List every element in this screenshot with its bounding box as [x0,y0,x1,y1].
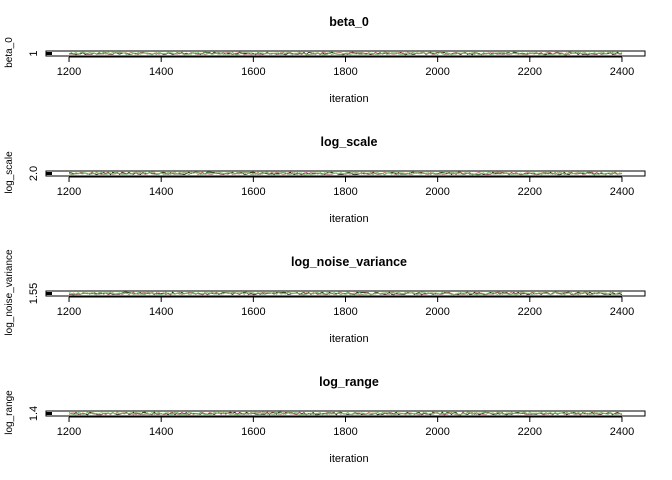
x-tick-label: 1800 [333,186,357,198]
x-tick-label: 1400 [149,186,173,198]
x-tick-label: 1600 [241,306,265,318]
x-tick-label: 2200 [518,186,542,198]
x-tick-label: 1400 [149,66,173,78]
x-axis-label: iteration [329,213,368,225]
panel-title: beta_0 [329,15,369,29]
x-tick-label: 1600 [241,426,265,438]
x-tick-label: 2200 [518,306,542,318]
x-tick-label: 2200 [518,426,542,438]
x-tick-label: 2400 [610,186,634,198]
x-tick-label: 1200 [57,306,81,318]
panel-title: log_range [319,375,379,389]
x-axis-label: iteration [329,453,368,465]
chain-trace-line-3 [68,411,623,416]
y-tick-label: 1 [28,50,40,56]
chain-trace-line-3 [68,291,623,296]
y-axis-label: log_noise_variance [4,249,15,336]
x-tick-label: 1400 [149,426,173,438]
x-tick-label: 2400 [610,306,634,318]
x-tick-label: 2200 [518,66,542,78]
x-tick-label: 2000 [425,306,449,318]
trace-panel-log-range: log_range 1200 1400 1600 1800 2000 2200 2400 ite… [4,375,646,465]
y-tick-label: 2.0 [28,166,40,181]
y-axis-label: log_range [4,390,15,435]
trace-panel-beta-0: beta_0 1200 1400 1600 1800 2000 2200 2400 iterat… [4,15,646,105]
y-axis-label: log_scale [4,151,15,194]
x-tick-label: 2000 [425,426,449,438]
x-tick-label: 1200 [57,66,81,78]
x-tick-label: 1800 [333,66,357,78]
x-tick-label: 1800 [333,306,357,318]
x-tick-label: 1600 [241,186,265,198]
x-tick-label: 2400 [610,66,634,78]
panel-title: log_noise_variance [291,255,407,269]
trace-panel-log-scale: log_scale 1200 1400 1600 1800 2000 2200 2400 ite… [4,135,646,225]
x-tick-label: 1200 [57,186,81,198]
x-tick-label: 2000 [425,186,449,198]
trace-panel-log-noise-variance: log_noise_variance 1200 1400 1600 1800 2000 22… [4,249,646,345]
x-tick-label: 1600 [241,66,265,78]
panel-title: log_scale [321,135,378,149]
x-tick-label: 1400 [149,306,173,318]
x-axis-label: iteration [329,333,368,345]
y-axis-label: beta_0 [4,37,15,68]
x-tick-label: 2400 [610,426,634,438]
x-tick-label: 1200 [57,426,81,438]
y-tick-label: 1.4 [28,406,40,421]
x-axis-label: iteration [329,93,368,105]
chain-trace-line-3 [68,51,623,56]
x-tick-label: 1800 [333,426,357,438]
chain-trace-line-3 [68,171,623,176]
x-tick-label: 2000 [425,66,449,78]
y-tick-label: 1.55 [28,283,40,304]
